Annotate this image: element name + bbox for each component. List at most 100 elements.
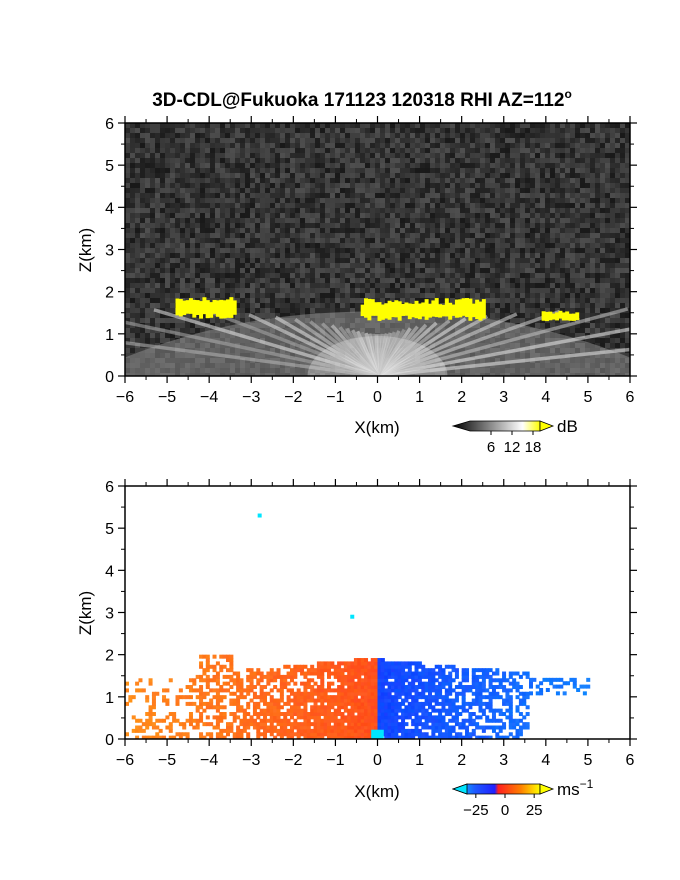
noise-cell [525, 298, 530, 303]
noise-cell [140, 128, 145, 133]
noise-cell [420, 298, 425, 303]
noise-cell [530, 213, 535, 218]
noise-cell [475, 183, 480, 188]
noise-cell [330, 168, 335, 173]
noise-cell [140, 283, 145, 288]
noise-cell [410, 138, 415, 143]
noise-cell [310, 138, 315, 143]
noise-cell [130, 203, 135, 208]
noise-cell [230, 128, 235, 133]
noise-cell [345, 303, 350, 308]
noise-cell [430, 213, 435, 218]
noise-cell [195, 273, 200, 278]
noise-cell [535, 323, 540, 328]
noise-cell [460, 138, 465, 143]
noise-cell [135, 233, 140, 238]
noise-cell [390, 243, 395, 248]
noise-cell [285, 313, 290, 318]
noise-cell [245, 123, 250, 128]
noise-cell [140, 208, 145, 213]
noise-cell [575, 248, 580, 253]
noise-cell [350, 148, 355, 153]
noise-cell [180, 213, 185, 218]
noise-cell [240, 158, 245, 163]
noise-cell [295, 123, 300, 128]
noise-cell [195, 123, 200, 128]
noise-cell [200, 123, 205, 128]
noise-cell [450, 198, 455, 203]
noise-cell [440, 173, 445, 178]
noise-cell [355, 253, 360, 258]
noise-cell [270, 288, 275, 293]
noise-cell [280, 138, 285, 143]
noise-cell [420, 163, 425, 168]
noise-cell [495, 308, 500, 313]
noise-cell [200, 318, 205, 323]
noise-cell [545, 268, 550, 273]
noise-cell [250, 253, 255, 258]
noise-cell [225, 223, 230, 228]
noise-cell [580, 168, 585, 173]
noise-cell [155, 133, 160, 138]
noise-cell [235, 288, 240, 293]
noise-cell [260, 308, 265, 313]
noise-cell [585, 218, 590, 223]
noise-cell [495, 123, 500, 128]
noise-cell [200, 213, 205, 218]
noise-cell [320, 203, 325, 208]
noise-cell [435, 178, 440, 183]
noise-cell [500, 293, 505, 298]
noise-cell [560, 223, 565, 228]
noise-cell [470, 138, 475, 143]
noise-cell [605, 138, 610, 143]
noise-cell [315, 253, 320, 258]
noise-cell [535, 228, 540, 233]
noise-cell [380, 213, 385, 218]
noise-cell [140, 138, 145, 143]
noise-cell [385, 138, 390, 143]
noise-cell [295, 278, 300, 283]
noise-cell [140, 238, 145, 243]
noise-cell [355, 128, 360, 133]
noise-cell [370, 173, 375, 178]
noise-cell [490, 238, 495, 243]
noise-cell [550, 193, 555, 198]
noise-cell [370, 248, 375, 253]
noise-cell [435, 183, 440, 188]
noise-cell [445, 128, 450, 133]
noise-cell [345, 193, 350, 198]
noise-cell [155, 238, 160, 243]
noise-cell [310, 193, 315, 198]
noise-cell [140, 188, 145, 193]
noise-cell [550, 158, 555, 163]
noise-cell [140, 338, 145, 343]
noise-cell [420, 238, 425, 243]
noise-cell [230, 163, 235, 168]
noise-cell [420, 268, 425, 273]
noise-cell [565, 233, 570, 238]
noise-cell [605, 168, 610, 173]
noise-cell [250, 213, 255, 218]
noise-cell [165, 158, 170, 163]
noise-cell [555, 213, 560, 218]
noise-cell [545, 223, 550, 228]
noise-cell [610, 198, 615, 203]
noise-cell [485, 188, 490, 193]
noise-cell [395, 163, 400, 168]
noise-cell [290, 283, 295, 288]
noise-cell [380, 173, 385, 178]
noise-cell [365, 128, 370, 133]
noise-cell [300, 193, 305, 198]
noise-cell [610, 173, 615, 178]
noise-cell [250, 183, 255, 188]
noise-cell [310, 188, 315, 193]
noise-cell [365, 273, 370, 278]
noise-cell [345, 128, 350, 133]
noise-cell [560, 273, 565, 278]
noise-cell [560, 123, 565, 128]
noise-cell [590, 313, 595, 318]
noise-cell [175, 273, 180, 278]
noise-cell [540, 148, 545, 153]
noise-cell [200, 263, 205, 268]
noise-cell [280, 198, 285, 203]
